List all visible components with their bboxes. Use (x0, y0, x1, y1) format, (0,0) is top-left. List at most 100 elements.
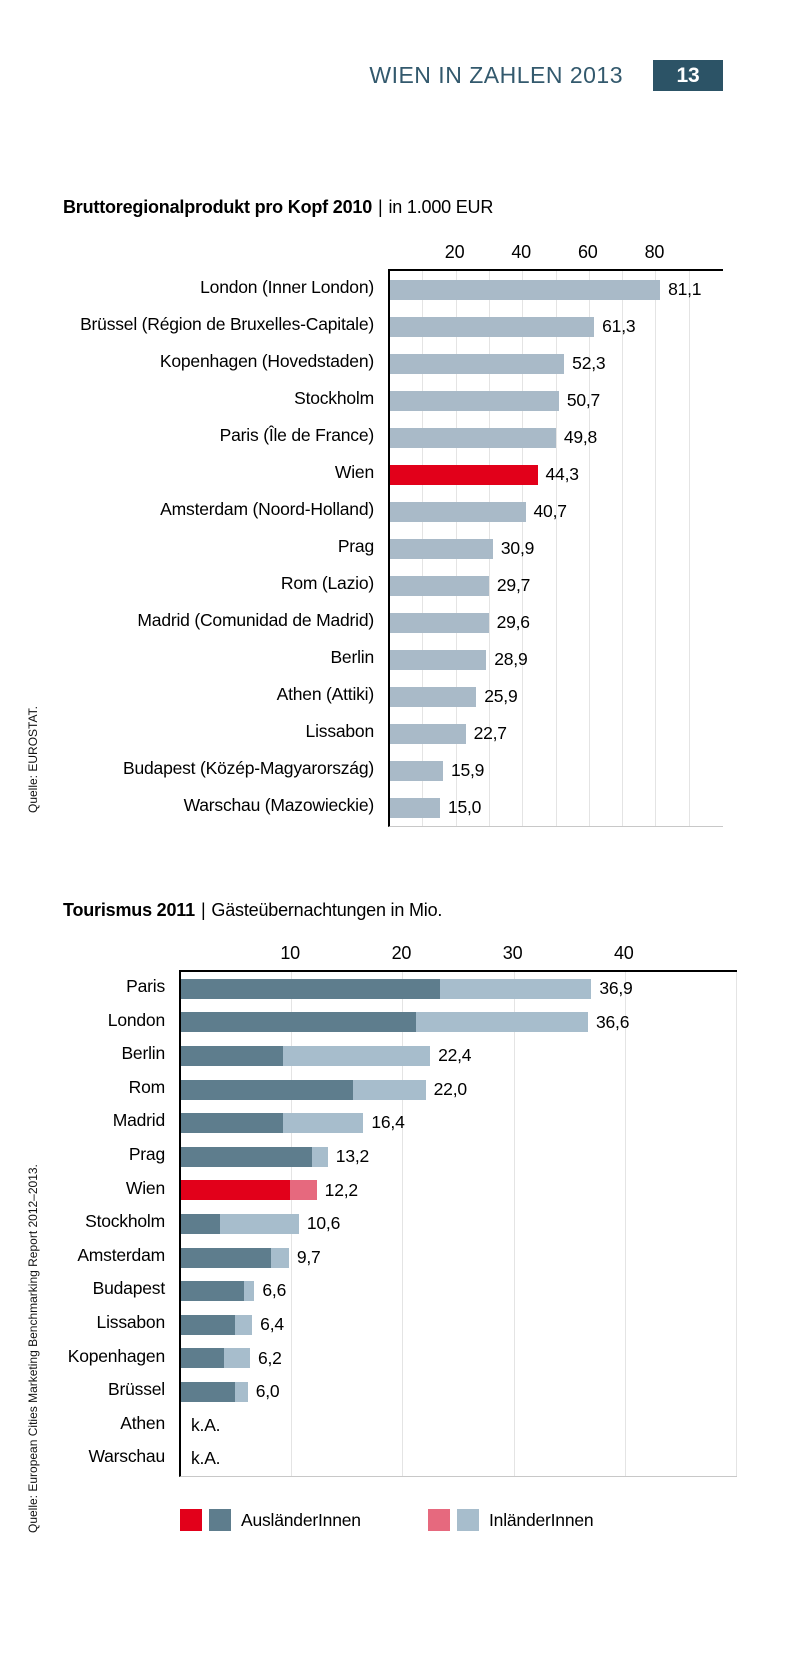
segment-foreign (181, 1012, 416, 1033)
bar (390, 427, 556, 448)
bar-value-label: 81,1 (668, 279, 702, 299)
category-label: Warschau (88, 1446, 165, 1467)
legend-label: InländerInnen (489, 1509, 594, 1530)
segment-foreign (181, 1247, 272, 1268)
segment-foreign (181, 1281, 245, 1302)
legend-item: AusländerInnen (180, 1509, 361, 1531)
bar-value-label: 29,7 (496, 575, 531, 595)
chart1-title-separator: | (378, 197, 383, 217)
bar (390, 575, 489, 596)
chart2-title-separator: | (200, 900, 206, 920)
category-label: Madrid (Comunidad de Madrid) (137, 610, 374, 630)
gridline (736, 972, 737, 1476)
bar-value-label: 22,0 (433, 1078, 467, 1099)
category-label: Kopenhagen (67, 1345, 165, 1366)
segment-domestic (244, 1281, 255, 1302)
category-label: Madrid (112, 1110, 165, 1131)
category-label: Rom (Lazio) (280, 573, 374, 593)
legend-swatch-highlight (180, 1509, 202, 1531)
chart2-title-bold: Tourismus 2011 (63, 900, 195, 920)
page-number-badge: 13 (653, 60, 723, 91)
axis-tick-label: 40 (511, 242, 531, 262)
segment-domestic (271, 1247, 289, 1268)
segment-foreign (181, 1079, 354, 1100)
segment-foreign (181, 1348, 225, 1369)
category-label: Budapest (92, 1278, 166, 1299)
segment-domestic (312, 1146, 328, 1167)
bar-value-label: 25,9 (484, 686, 518, 706)
bar-value-label: 13,2 (335, 1146, 370, 1166)
bar-value-label: 16,4 (371, 1112, 405, 1133)
bar (390, 279, 661, 300)
bar-value-label: 30,9 (500, 538, 535, 558)
bar-value-label: 50,7 (566, 390, 601, 410)
category-label: Paris (Île de France) (219, 425, 375, 445)
category-label: Wien (125, 1177, 165, 1198)
gridline (555, 271, 557, 826)
segment-foreign (181, 1113, 284, 1134)
category-label: Berlin (330, 647, 374, 667)
category-label: Brüssel (Région de Bruxelles-Capitale) (80, 314, 374, 334)
category-label: London (Inner London) (200, 277, 374, 297)
segment-foreign (181, 1214, 220, 1234)
bar-value-label: 29,6 (496, 612, 530, 632)
segment-domestic (283, 1046, 431, 1066)
chart1-category-labels: London (Inner London) Brüssel (Région de … (0, 269, 381, 824)
bar-value-label: 36,6 (595, 1011, 630, 1032)
bar-value-label: 52,3 (572, 353, 606, 373)
gridline (522, 271, 524, 826)
category-label: Warschau (Mazowieckie) (183, 795, 375, 815)
segment-foreign-highlight (181, 1180, 290, 1201)
chart2-source-note: Quelle: European Cities Marketing Benchm… (26, 1164, 40, 1533)
category-label: Wien (334, 462, 374, 482)
chart1-title-bold: Bruttoregionalprodukt pro Kopf 2010 (63, 197, 373, 217)
bar-value-label: 36,9 (599, 978, 633, 998)
bar-value-label: 49,8 (563, 427, 598, 447)
segment-domestic (415, 1012, 588, 1033)
segment-foreign (181, 1146, 313, 1167)
gridline (513, 972, 515, 1476)
chart1-title-subtitle: in 1.000 EUR (388, 197, 494, 217)
category-label: London (107, 1009, 165, 1030)
bar (390, 316, 595, 337)
gridline (622, 271, 624, 826)
bar-value-label: 15,0 (447, 797, 482, 817)
bar-value-label: 28,9 (494, 649, 528, 669)
category-label: Amsterdam (77, 1244, 165, 1265)
segment-foreign (181, 978, 441, 999)
bar-value-label: 44,3 (545, 464, 579, 484)
segment-domestic-highlight (289, 1180, 317, 1201)
category-label: Kopenhagen (Hovedstaden) (159, 351, 374, 371)
category-label: Berlin (121, 1043, 165, 1064)
bar (390, 353, 565, 374)
category-label: Paris (126, 976, 165, 996)
segment-domestic (224, 1348, 250, 1369)
bar (390, 649, 487, 670)
category-label: Amsterdam (Noord-Holland) (160, 499, 374, 519)
axis-tick-label: 60 (577, 242, 598, 262)
bar-value-label: 6,4 (260, 1314, 284, 1334)
chart2-category-labels: Paris London Berlin Rom Madrid Prag Wien Stockh… (0, 970, 172, 1474)
bar-value-label: 9,7 (296, 1246, 321, 1267)
no-data-label: k.A. (191, 1414, 221, 1435)
segment-domestic (235, 1314, 253, 1335)
gridline (624, 972, 626, 1476)
category-label: Stockholm (85, 1211, 165, 1232)
bar (390, 501, 526, 522)
legend-label: AusländerInnen (241, 1509, 361, 1530)
category-label: Lissabon (96, 1312, 166, 1332)
axis-tick-label: 30 (502, 943, 523, 963)
segment-foreign (181, 1046, 284, 1066)
segment-domestic (353, 1079, 426, 1100)
legend-swatch-default (457, 1509, 479, 1531)
segment-domestic (440, 978, 592, 999)
gridline (688, 271, 690, 826)
bar (390, 612, 489, 633)
segment-domestic (235, 1382, 248, 1402)
bar (390, 760, 443, 781)
legend-swatch-highlight (428, 1509, 450, 1531)
gridline (655, 271, 657, 826)
category-label: Brüssel (108, 1379, 165, 1400)
bar (390, 723, 466, 744)
